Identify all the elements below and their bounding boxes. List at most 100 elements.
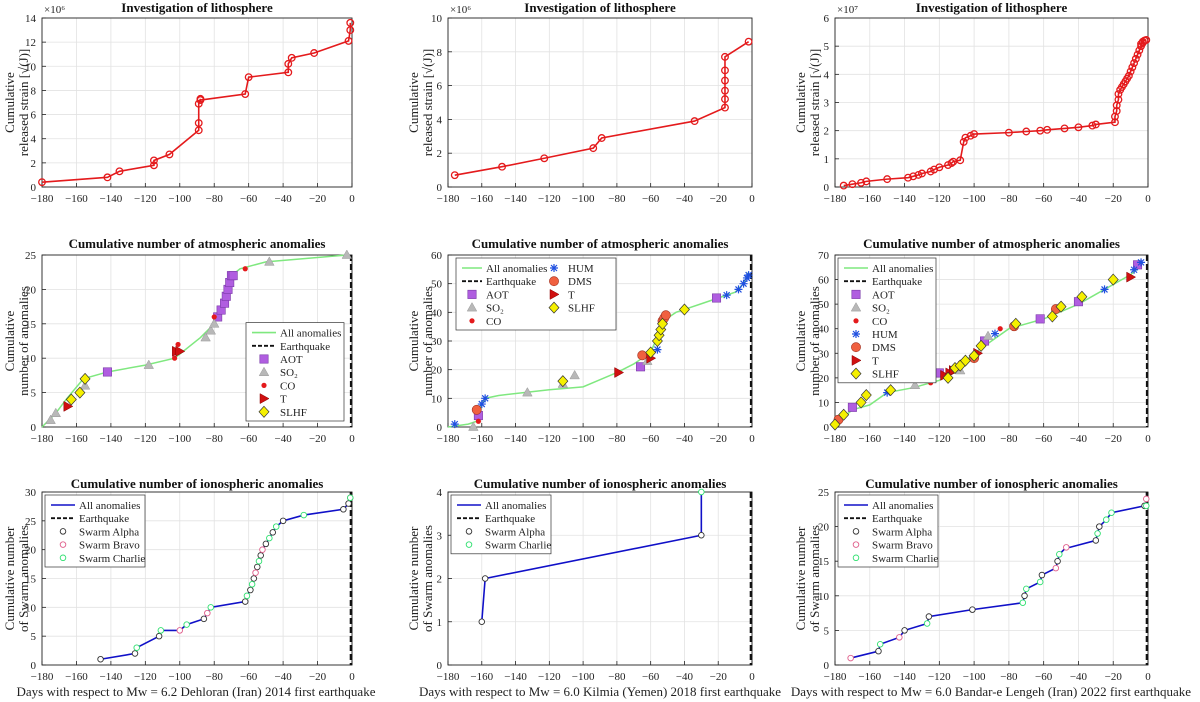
legend-label-CO: CO — [872, 316, 887, 328]
strain-point — [904, 173, 912, 182]
strain-point — [1004, 128, 1013, 137]
x-tick-label: −20 — [710, 433, 728, 445]
y-tick-label: 30 — [431, 336, 443, 348]
point-charlie — [1103, 516, 1110, 523]
legend-label-DMS: DMS — [568, 276, 592, 288]
axes-box — [447, 17, 753, 188]
y-axis-label-line2: of Swarm anomalies — [420, 525, 435, 632]
x-tick-label: 0 — [349, 671, 355, 683]
x-tick-label: −40 — [676, 671, 694, 683]
y-tick-label: 1 — [437, 617, 443, 629]
strain-point — [196, 96, 205, 105]
y-tick-label: 40 — [431, 307, 443, 319]
panel-atmo-3: −180 −160 −140 −120 −100 −80 −60 −40 −20 0 0 10 20 30… — [793, 236, 1151, 445]
legend-swatch-SLHF — [850, 367, 862, 380]
legend-label-eq: Earthquake — [485, 513, 535, 525]
panel-iono-2: −180 −160 −140 −120 −100 −80 −60 −40 −20 0 0 1 2 3 4 Cu… — [406, 476, 755, 683]
point-SLHF — [678, 303, 690, 316]
x-tick-label: −80 — [608, 193, 626, 205]
all-anomalies-line — [480, 492, 703, 622]
point-alpha — [200, 615, 208, 623]
strain-point — [970, 130, 979, 138]
point-SO2 — [45, 414, 56, 424]
legend-box — [455, 257, 617, 331]
panel-litho-3: −180 −160 −140 −120 −100 −80 −60 −40 −20 0 0 1 2 3 4 5 6… — [793, 0, 1151, 205]
y-tick-label: 14 — [25, 13, 37, 25]
point-alpha — [925, 613, 933, 620]
legend-swatch-AOT — [467, 289, 477, 299]
column-xlabels: Days with respect to Mw = 6.2 Dehloran (… — [17, 684, 1192, 699]
legend-label-alpha: Swarm Alpha — [485, 526, 545, 538]
legend-swatch-DMS — [851, 342, 861, 353]
x-tick-label: −40 — [1070, 433, 1088, 445]
point-alpha — [345, 500, 352, 507]
point-HUM — [653, 345, 662, 354]
point-HUM — [883, 388, 892, 397]
legend-label-eq: Earthquake — [280, 341, 330, 353]
x-tick-label: −120 — [928, 193, 951, 205]
legend-swatch-DMS — [549, 276, 559, 287]
x-tick-label: −20 — [710, 193, 728, 205]
point-alpha — [481, 575, 489, 582]
point-alpha — [257, 552, 264, 559]
point-charlie — [876, 640, 884, 648]
point-bravo — [176, 627, 184, 634]
panel-title: Investigation of lithosphere — [524, 0, 676, 15]
y-tick-label: 6 — [31, 110, 37, 122]
x-tick-label: −20 — [1105, 193, 1123, 205]
y-axis-label-line2: of Swarm anomalies — [16, 525, 31, 632]
panel-iono-1: −180 −160 −140 −120 −100 −80 −60 −40 −20 0 0 5 10 15 2… — [2, 476, 355, 683]
point-bravo — [1143, 495, 1150, 503]
panel-litho-1: −180 −160 −140 −120 −100 −80 −60 −40 −20 0 0 2 4 6 8 10… — [2, 0, 355, 205]
y-tick-label: 5 — [31, 388, 37, 400]
point-HUM — [477, 400, 486, 409]
y-tick-label: 25 — [818, 487, 830, 499]
point-SLHF — [968, 349, 980, 362]
legend-label-AOT: AOT — [486, 289, 509, 301]
point-charlie — [1094, 530, 1101, 537]
strain-point — [857, 178, 866, 187]
y-tick-label: 15 — [818, 556, 830, 568]
x-tick-label: −140 — [100, 193, 123, 205]
x-tick-label: 0 — [349, 433, 355, 445]
strain-point — [1133, 50, 1142, 59]
legend-swatch-T — [259, 393, 270, 405]
strain-point — [287, 53, 296, 62]
point-AOT — [1133, 260, 1143, 270]
point-SLHF — [838, 408, 850, 421]
strain-point — [935, 163, 944, 172]
x-tick-label: −100 — [168, 671, 191, 683]
x-tick-label: −180 — [31, 671, 54, 683]
strain-point — [38, 178, 46, 187]
y-tick-label: 50 — [818, 299, 830, 311]
point-charlie — [272, 523, 280, 530]
x-tick-label: −180 — [824, 193, 847, 205]
strain-point — [1128, 63, 1137, 72]
strain-point — [690, 117, 699, 126]
y-tick-label: 20 — [25, 545, 37, 557]
x-tick-label: 0 — [749, 193, 755, 205]
y-tick-label: 10 — [431, 13, 443, 25]
point-CO — [475, 418, 481, 424]
y-axis-label-line1: Cumulative — [2, 310, 17, 371]
y-tick-label: 2 — [437, 148, 443, 160]
y-axis-label-line1: Cumulative — [2, 72, 17, 133]
point-SO2 — [205, 325, 217, 335]
point-SLHF — [65, 393, 77, 406]
point-SLHF — [1010, 317, 1022, 330]
point-DMS — [637, 350, 648, 361]
x-tick-label: −160 — [65, 433, 88, 445]
point-alpha — [698, 532, 705, 539]
y-tick-label: 2 — [31, 158, 37, 170]
y-tick-label: 2 — [824, 126, 830, 138]
strain-point — [1043, 125, 1052, 134]
x-tick-label: −60 — [240, 433, 258, 445]
legend-swatch-SO2 — [466, 302, 478, 312]
strain-point — [1130, 59, 1139, 68]
point-HUM — [1137, 258, 1146, 267]
legend-swatch-HUM — [852, 330, 860, 338]
point-alpha — [241, 598, 249, 605]
point-bravo — [896, 634, 903, 641]
y-axis-label-line1: Cumulative — [406, 310, 421, 371]
